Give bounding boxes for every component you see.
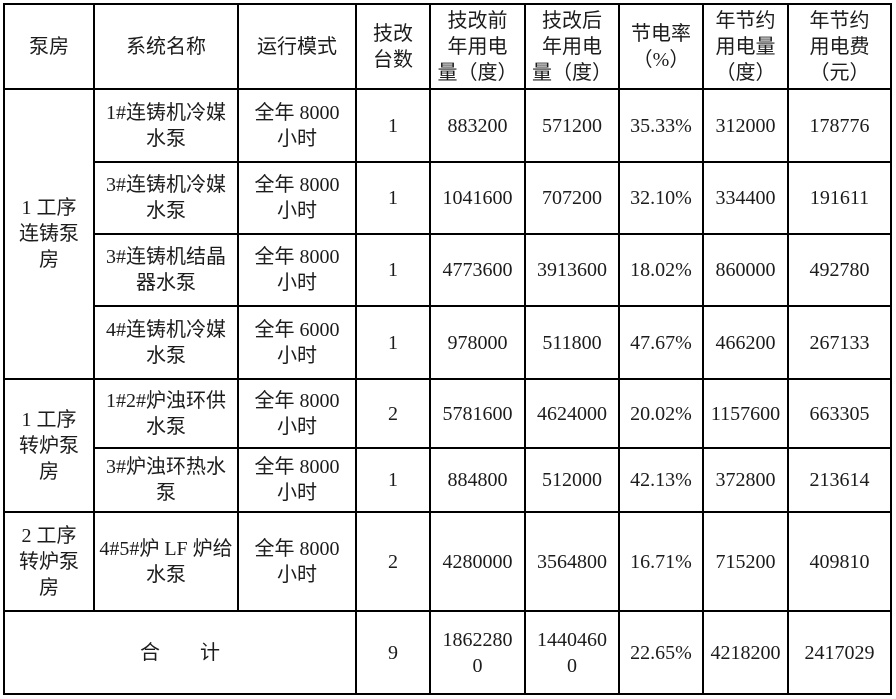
table-row: 2 工序 转炉泵 房 4#5#炉 LF 炉给 水泵 全年 8000 小时 2 42800… xyxy=(3,511,892,612)
saved-cost-cell: 663305 xyxy=(787,378,892,449)
operation-mode-cell: 全年 8000 小时 xyxy=(237,378,357,449)
column-header-mode: 运行模式 xyxy=(237,3,357,90)
total-saved-cost-cell: 2417029 xyxy=(787,610,892,695)
column-header-after_kwh: 技改后 年用电 量（度） xyxy=(524,3,620,90)
saved-kwh-cell: 334400 xyxy=(702,161,789,235)
total-after-kwh-cell: 1440460 0 xyxy=(524,610,620,695)
column-header-units: 技改 台数 xyxy=(355,3,431,90)
saving-rate-cell: 42.13% xyxy=(618,447,704,513)
column-header-before_kwh: 技改前 年用电 量（度） xyxy=(429,3,526,90)
column-header-saved_cost: 年节约 用电费 （元） xyxy=(787,3,892,90)
system-name-cell: 3#连铸机冷媒 水泵 xyxy=(93,161,239,235)
saved-kwh-cell: 466200 xyxy=(702,305,789,380)
saving-rate-cell: 32.10% xyxy=(618,161,704,235)
unit-count-cell: 1 xyxy=(355,233,431,307)
total-row: 合 计 9 1862280 0 1440460 0 22.65% 4218200 24170… xyxy=(3,610,892,695)
after-kwh-cell: 512000 xyxy=(524,447,620,513)
saving-rate-cell: 20.02% xyxy=(618,378,704,449)
table-body: 1 工序 连铸泵 房 1#连铸机冷媒 水泵 全年 8000 小时 1 883200 571… xyxy=(3,88,892,695)
before-kwh-cell: 1041600 xyxy=(429,161,526,235)
after-kwh-cell: 4624000 xyxy=(524,378,620,449)
unit-count-cell: 1 xyxy=(355,305,431,380)
saving-rate-cell: 16.71% xyxy=(618,511,704,612)
system-name-cell: 4#连铸机冷媒 水泵 xyxy=(93,305,239,380)
header-row: 泵房 系统名称 运行模式 技改 台数 技改前 年用电 量（度） 技改后 年用电 量（度）节… xyxy=(3,3,892,90)
after-kwh-cell: 3564800 xyxy=(524,511,620,612)
before-kwh-cell: 884800 xyxy=(429,447,526,513)
operation-mode-cell: 全年 8000 小时 xyxy=(237,447,357,513)
saved-cost-cell: 191611 xyxy=(787,161,892,235)
saved-cost-cell: 213614 xyxy=(787,447,892,513)
saved-kwh-cell: 372800 xyxy=(702,447,789,513)
table-row: 4#连铸机冷媒 水泵 全年 6000 小时 1 978000 511800 47.67% 4… xyxy=(4,305,892,380)
after-kwh-cell: 571200 xyxy=(524,88,620,163)
before-kwh-cell: 883200 xyxy=(429,88,526,163)
energy-savings-table: 泵房 系统名称 运行模式 技改 台数 技改前 年用电 量（度） 技改后 年用电 量（度）节… xyxy=(3,3,892,695)
unit-count-cell: 1 xyxy=(355,161,431,235)
total-saved-kwh-cell: 4218200 xyxy=(702,610,789,695)
system-name-cell: 4#5#炉 LF 炉给 水泵 xyxy=(93,511,239,612)
table-row: 1 工序 连铸泵 房 1#连铸机冷媒 水泵 全年 8000 小时 1 883200 571… xyxy=(3,88,892,380)
system-name-cell: 1#2#炉浊环供 水泵 xyxy=(93,378,239,449)
table-row: 3#连铸机结晶 器水泵 全年 8000 小时 1 4773600 3913600 18.0… xyxy=(4,233,892,307)
system-name-cell: 3#炉浊环热水 泵 xyxy=(93,447,239,513)
column-header-saving_rate: 节电率 （%） xyxy=(618,3,704,90)
saved-cost-cell: 267133 xyxy=(787,305,892,380)
before-kwh-cell: 978000 xyxy=(429,305,526,380)
pump-house-cell: 1 工序 连铸泵 房 xyxy=(3,88,95,380)
column-header-pump_house: 泵房 xyxy=(3,3,95,90)
total-label-cell: 合 计 xyxy=(3,610,357,695)
saved-kwh-cell: 715200 xyxy=(702,511,789,612)
after-kwh-cell: 511800 xyxy=(524,305,620,380)
saving-rate-cell: 35.33% xyxy=(618,88,704,163)
saved-cost-cell: 492780 xyxy=(787,233,892,307)
column-header-system_name: 系统名称 xyxy=(93,3,239,90)
table-row: 1 工序 转炉泵 房 1#2#炉浊环供 水泵 全年 8000 小时 2 5781600 4… xyxy=(3,378,892,513)
unit-count-cell: 1 xyxy=(355,88,431,163)
total-unit-count-cell: 9 xyxy=(355,610,431,695)
after-kwh-cell: 3913600 xyxy=(524,233,620,307)
before-kwh-cell: 4280000 xyxy=(429,511,526,612)
saved-kwh-cell: 1157600 xyxy=(702,378,789,449)
operation-mode-cell: 全年 6000 小时 xyxy=(237,305,357,380)
pump-house-cell: 2 工序 转炉泵 房 xyxy=(3,511,95,612)
operation-mode-cell: 全年 8000 小时 xyxy=(237,161,357,235)
unit-count-cell: 2 xyxy=(355,378,431,449)
table-row: 3#炉浊环热水 泵全年 8000 小时 1 884800 512000 42.13% 37… xyxy=(4,447,892,513)
table-row: 3#连铸机冷媒 水泵 全年 8000 小时 1 1041600 707200 32.10%… xyxy=(4,161,892,235)
saving-rate-cell: 47.67% xyxy=(618,305,704,380)
saved-kwh-cell: 860000 xyxy=(702,233,789,307)
saved-cost-cell: 178776 xyxy=(787,88,892,163)
pump-house-cell: 1 工序 转炉泵 房 xyxy=(3,378,95,513)
column-header-saved_kwh: 年节约 用电量 （度） xyxy=(702,3,789,90)
operation-mode-cell: 全年 8000 小时 xyxy=(237,88,357,163)
system-name-cell: 1#连铸机冷媒 水泵 xyxy=(93,88,239,163)
operation-mode-cell: 全年 8000 小时 xyxy=(237,511,357,612)
saving-rate-cell: 18.02% xyxy=(618,233,704,307)
saved-cost-cell: 409810 xyxy=(787,511,892,612)
system-name-cell: 3#连铸机结晶 器水泵 xyxy=(93,233,239,307)
unit-count-cell: 2 xyxy=(355,511,431,612)
after-kwh-cell: 707200 xyxy=(524,161,620,235)
saved-kwh-cell: 312000 xyxy=(702,88,789,163)
total-saving-rate-cell: 22.65% xyxy=(618,610,704,695)
table-header: 泵房 系统名称 运行模式 技改 台数 技改前 年用电 量（度） 技改后 年用电 量（度）节… xyxy=(3,3,892,90)
total-before-kwh-cell: 1862280 0 xyxy=(429,610,526,695)
operation-mode-cell: 全年 8000 小时 xyxy=(237,233,357,307)
unit-count-cell: 1 xyxy=(355,447,431,513)
before-kwh-cell: 4773600 xyxy=(429,233,526,307)
before-kwh-cell: 5781600 xyxy=(429,378,526,449)
